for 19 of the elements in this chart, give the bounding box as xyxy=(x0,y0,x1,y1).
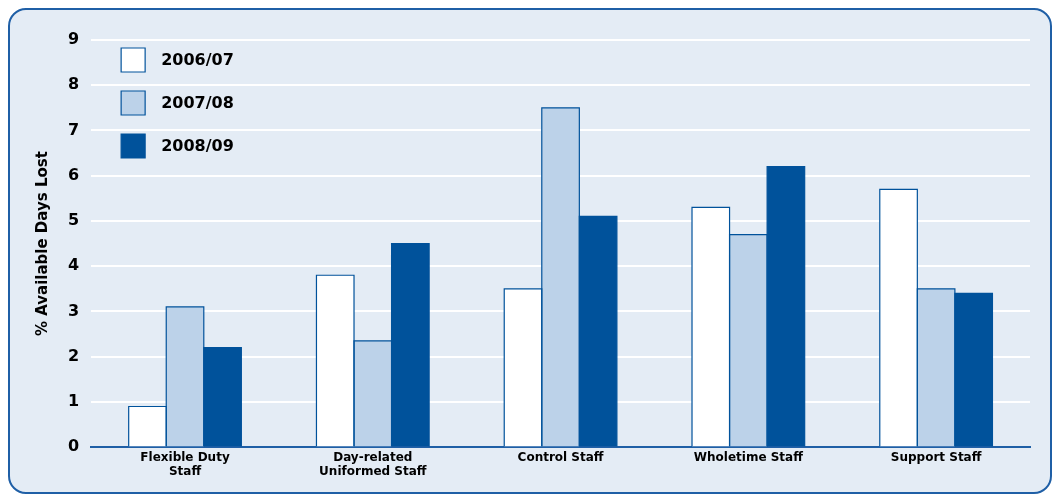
y-tick-label: 3 xyxy=(67,300,80,320)
x-tick-label: Wholetime Staff xyxy=(693,449,804,464)
legend-label: 2008/09 xyxy=(161,136,234,156)
y-tick-label: 2 xyxy=(67,345,80,365)
x-tick-label: Day-related Uniformed Staff xyxy=(319,449,427,478)
y-tick-label: 0 xyxy=(67,436,80,456)
y-tick-label: 5 xyxy=(67,210,80,230)
x-tick-label: Control Staff xyxy=(517,449,604,464)
y-axis-title: % Available Days Lost xyxy=(32,151,51,337)
y-tick-label: 4 xyxy=(67,255,80,275)
legend-label: 2007/08 xyxy=(161,93,234,113)
y-tick-label: 9 xyxy=(67,29,80,49)
y-tick-label: 7 xyxy=(67,119,80,139)
x-tick-label: Flexible Duty Staff xyxy=(140,449,230,478)
y-tick-label: 1 xyxy=(67,391,80,411)
legend-label: 2006/07 xyxy=(161,50,234,70)
x-tick-label: Support Staff xyxy=(890,449,982,464)
y-tick-label: 6 xyxy=(67,164,80,184)
y-tick-label: 8 xyxy=(67,74,80,94)
